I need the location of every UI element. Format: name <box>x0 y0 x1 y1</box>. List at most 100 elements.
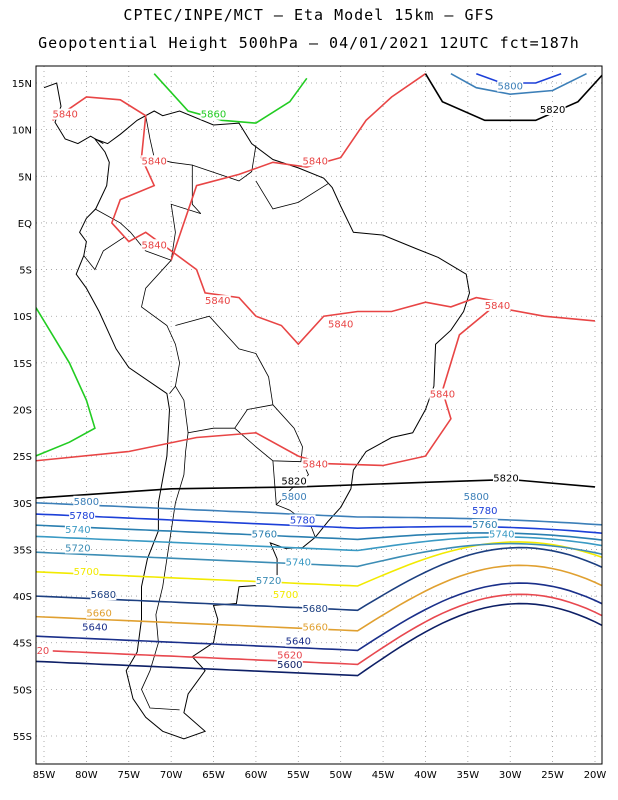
lat-tick-label: 15N <box>12 79 32 90</box>
contour-label-bg <box>302 458 329 470</box>
country-border <box>272 460 277 505</box>
contour-label: 5660 <box>86 609 111 620</box>
contour-label-bg <box>463 491 490 503</box>
lon-tick-label: 80W <box>75 770 98 781</box>
lat-tick-label: 25S <box>13 452 32 463</box>
lon-tick-label: 85W <box>33 770 56 781</box>
contour-label-bg <box>484 299 511 311</box>
contour-label-bg <box>492 472 519 484</box>
contour-label-bg <box>73 565 100 577</box>
contour-label-bg <box>204 295 231 307</box>
contour-5600 <box>36 602 602 677</box>
contour-label: 5800 <box>464 492 489 503</box>
contour-label: 5600 <box>277 660 302 671</box>
lat-tick-label: 10N <box>12 126 32 137</box>
contour-label-bg <box>141 155 168 167</box>
country-border <box>255 180 329 210</box>
contour-label: 5840 <box>485 301 510 312</box>
contour-label-bg <box>272 589 299 601</box>
country-border <box>94 203 201 261</box>
country-border <box>234 404 303 463</box>
contour-label: 5840 <box>430 390 455 401</box>
contour-5840 <box>36 306 596 467</box>
contour-label-bg <box>73 495 100 507</box>
contour-label: 5840 <box>52 110 77 121</box>
contour-label: 5780 <box>290 515 315 526</box>
lat-tick-label: 35S <box>13 545 32 556</box>
contour-label-bg <box>36 645 53 657</box>
contour-5800 <box>36 502 602 526</box>
contour-label: 5840 <box>303 459 328 470</box>
lat-tick-label: 10S <box>13 312 32 323</box>
contour-label: 5800 <box>74 497 99 508</box>
map-subtitle: Geopotential Height 500hPa – 04/01/2021 … <box>38 34 580 52</box>
contour-labels: 5860 5840 5840 5840 5840 5840 5840 5840 5840 5840… <box>30 80 566 671</box>
country-border <box>175 385 273 434</box>
contour-5840 <box>170 73 426 261</box>
contour-label-bg <box>302 603 329 615</box>
country-border <box>192 145 257 182</box>
contour-5780 <box>36 513 602 534</box>
contour-5820 <box>36 478 596 499</box>
contour-label: 120 <box>30 646 49 657</box>
contour-label-bg <box>64 542 91 554</box>
lon-tick-label: 75W <box>117 770 140 781</box>
contour-label: 5840 <box>205 296 230 307</box>
central-america-coastline <box>43 82 104 145</box>
lat-tick-label: 20S <box>13 406 32 417</box>
map-title: CPTEC/INPE/MCT – Eta Model 15km – GFS <box>123 6 495 24</box>
country-border <box>141 432 189 711</box>
contour-label-bg <box>327 318 354 330</box>
lon-tick-label: 70W <box>160 770 183 781</box>
lat-tick-label: 50S <box>13 685 32 696</box>
contour-5860 <box>153 73 308 124</box>
contour-label-bg <box>141 239 168 251</box>
contour-label-bg <box>86 607 113 619</box>
contour-label-bg <box>90 589 117 601</box>
contour-label-bg <box>255 575 282 587</box>
contour-5700 <box>36 541 602 587</box>
contour-label: 5680 <box>303 604 328 615</box>
contour-label: 5700 <box>273 590 298 601</box>
contour-label-bg <box>289 514 316 526</box>
contour-label: 5660 <box>303 623 328 634</box>
contour-label: 5820 <box>281 476 306 487</box>
contour-label-bg <box>471 505 498 517</box>
contour-label: 5840 <box>328 320 353 331</box>
contour-label: 5840 <box>141 240 166 251</box>
contour-label-bg <box>276 659 303 671</box>
contour-label: 5720 <box>65 543 90 554</box>
contour-label-bg <box>81 621 108 633</box>
contour-label: 5720 <box>256 576 281 587</box>
contour-label-bg <box>281 491 308 503</box>
country-border <box>83 236 125 271</box>
contour-label: 5760 <box>252 529 277 540</box>
contour-label-bg <box>497 80 524 92</box>
contour-label-bg <box>251 528 278 540</box>
contour-5820 <box>424 73 602 122</box>
country-border <box>141 259 181 394</box>
lon-tick-label: 50W <box>329 770 352 781</box>
contour-label-bg <box>200 108 227 120</box>
lat-tick-label: 45S <box>13 639 32 650</box>
contour-label-bg <box>539 103 566 115</box>
lat-tick-label: 5N <box>18 172 32 183</box>
country-border <box>175 315 274 405</box>
contour-5640 <box>36 582 602 652</box>
lon-tick-label: 20W <box>584 770 607 781</box>
lon-tick-label: 65W <box>202 770 225 781</box>
contour-label-bg <box>281 475 308 487</box>
contour-label-bg <box>285 635 312 647</box>
contour-5860 <box>36 306 96 457</box>
contour-label-bg <box>69 509 96 521</box>
lat-tick-label: 40S <box>13 592 32 603</box>
contour-label: 5780 <box>472 506 497 517</box>
lat-tick-label: 15S <box>13 359 32 370</box>
contour-label: 5820 <box>493 473 518 484</box>
lon-tick-label: 35W <box>457 770 480 781</box>
contour-label-bg <box>429 388 456 400</box>
country-border <box>145 115 202 214</box>
contour-label: 5780 <box>69 511 94 522</box>
contour-label: 5620 <box>277 651 302 662</box>
